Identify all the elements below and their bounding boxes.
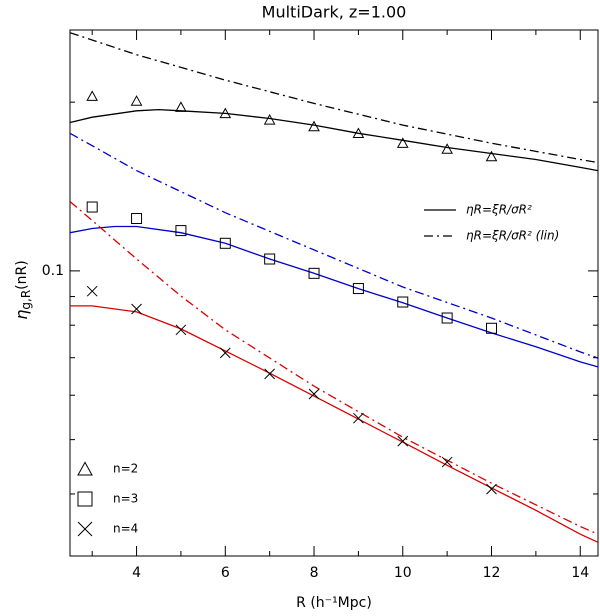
curve bbox=[70, 225, 598, 368]
data-point bbox=[263, 114, 276, 125]
data-point bbox=[308, 120, 320, 132]
legend-label: ηR=ξR/σR² (lin) bbox=[466, 229, 559, 243]
data-point bbox=[175, 225, 187, 237]
data-point bbox=[219, 237, 231, 249]
data-point bbox=[441, 312, 453, 324]
legend-label: n=3 bbox=[113, 492, 138, 506]
x-tick-label: 14 bbox=[571, 565, 589, 581]
data-point bbox=[264, 368, 276, 380]
x-tick-label: 12 bbox=[483, 565, 501, 581]
curve bbox=[70, 201, 598, 535]
legend-label: n=2 bbox=[113, 462, 138, 476]
data-point bbox=[397, 435, 409, 447]
data-point bbox=[86, 90, 99, 101]
data-point bbox=[352, 127, 365, 139]
y-tick-label: 0.1 bbox=[42, 263, 64, 279]
data-point bbox=[219, 347, 231, 359]
legend-label: n=4 bbox=[113, 522, 138, 536]
x-tick-label: 10 bbox=[394, 565, 412, 581]
plot-frame bbox=[69, 29, 599, 557]
data-point bbox=[264, 253, 276, 265]
data-point bbox=[441, 456, 453, 468]
y-label-argument: (nR) bbox=[14, 260, 30, 290]
data-point bbox=[131, 303, 142, 315]
y-label-subscript: g,R bbox=[19, 290, 33, 310]
chart-title: MultiDark, z=1.00 bbox=[262, 3, 407, 22]
data-point bbox=[219, 107, 232, 119]
data-point bbox=[396, 137, 409, 148]
data-point bbox=[485, 150, 498, 162]
data-point bbox=[308, 388, 320, 400]
data-point bbox=[397, 296, 409, 308]
data-point bbox=[352, 283, 364, 295]
data-point bbox=[86, 285, 98, 297]
y-label-symbol: η bbox=[12, 310, 31, 320]
curve bbox=[70, 108, 598, 172]
data-point bbox=[86, 201, 98, 213]
data-point bbox=[131, 213, 143, 225]
curve bbox=[70, 32, 598, 164]
data-point bbox=[175, 101, 187, 112]
legend-marker bbox=[77, 491, 93, 507]
legend-marker bbox=[77, 521, 93, 537]
x-tick-label: 4 bbox=[132, 565, 141, 581]
data-point bbox=[175, 324, 187, 336]
curve bbox=[70, 132, 598, 359]
data-point bbox=[353, 412, 364, 424]
data-point bbox=[308, 267, 320, 279]
x-axis-label: R (h⁻¹Mpc) bbox=[296, 595, 372, 611]
data-point bbox=[441, 143, 453, 154]
legend-label: ηR=ξR/σR² bbox=[466, 203, 532, 217]
y-axis-label: ηg,R(nR) bbox=[12, 260, 33, 319]
curve bbox=[70, 305, 598, 543]
x-tick-label: 6 bbox=[221, 565, 230, 581]
legend-marker bbox=[77, 461, 93, 476]
data-point bbox=[486, 322, 498, 334]
data-point bbox=[130, 95, 143, 106]
x-tick-label: 8 bbox=[310, 565, 319, 581]
data-point bbox=[486, 483, 497, 495]
